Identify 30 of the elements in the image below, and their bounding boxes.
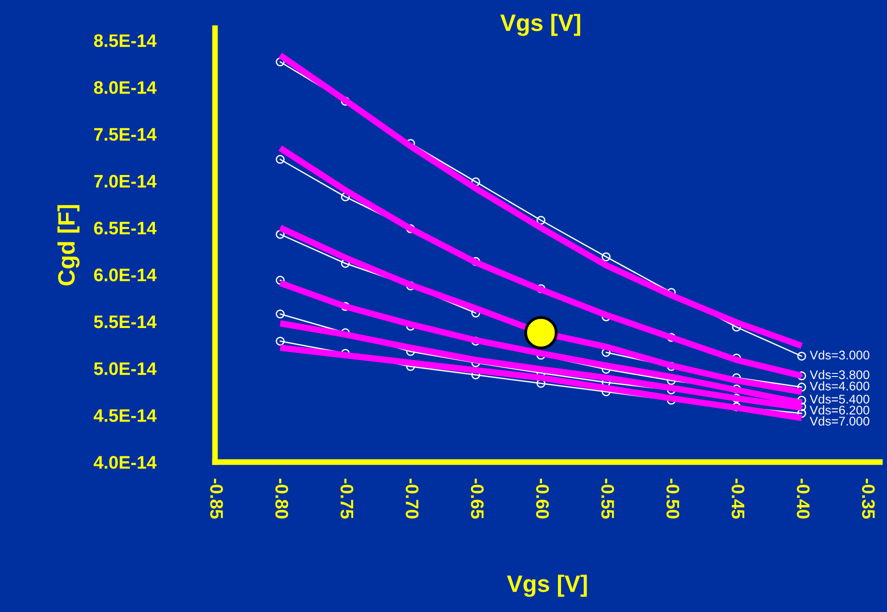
- series-label: Vds=6.200: [810, 405, 870, 415]
- x-tick-label: -0.75: [340, 478, 354, 519]
- series-label: Vds=7.000: [810, 416, 870, 426]
- series-label: Vds=3.000: [810, 350, 870, 360]
- x-axis-title: Vgs [V]: [506, 574, 587, 597]
- y-tick-label: 6.0E-14: [94, 268, 157, 282]
- y-tick-label: 6.5E-14: [94, 222, 157, 234]
- x-tick-label: -0.55: [601, 478, 614, 519]
- x-tick-label: -0.70: [406, 478, 419, 518]
- series-label: Vds=3.800: [810, 370, 870, 380]
- x-tick-label: -0.45: [732, 478, 744, 519]
- x-tick-label: -0.60: [536, 478, 549, 518]
- y-tick-label: 8.5E-14: [94, 34, 157, 48]
- series-label: Vds=4.600: [810, 381, 870, 390]
- y-tick-label: 8.0E-14: [94, 81, 157, 94]
- x-tick-label: -0.80: [275, 478, 288, 518]
- y-tick-label: 4.0E-14: [94, 456, 157, 469]
- y-tick-label: 4.5E-14: [94, 409, 157, 422]
- chart-title: Vgs [V]: [500, 14, 580, 36]
- y-axis-title: Cgd [F]: [57, 205, 80, 286]
- x-tick-label: -0.85: [210, 478, 223, 519]
- x-tick-label: -0.50: [666, 478, 680, 518]
- x-tick-label: -0.65: [470, 478, 484, 519]
- y-tick-label: 5.5E-14: [94, 316, 157, 328]
- series-label: Vds=5.400: [810, 394, 870, 404]
- y-tick-label: 7.0E-14: [94, 174, 157, 188]
- x-tick-label: -0.35: [862, 478, 875, 519]
- y-tick-label: 5.0E-14: [94, 362, 157, 376]
- x-tick-label: -0.40: [796, 478, 810, 518]
- y-tick-label: 7.5E-14: [94, 128, 157, 141]
